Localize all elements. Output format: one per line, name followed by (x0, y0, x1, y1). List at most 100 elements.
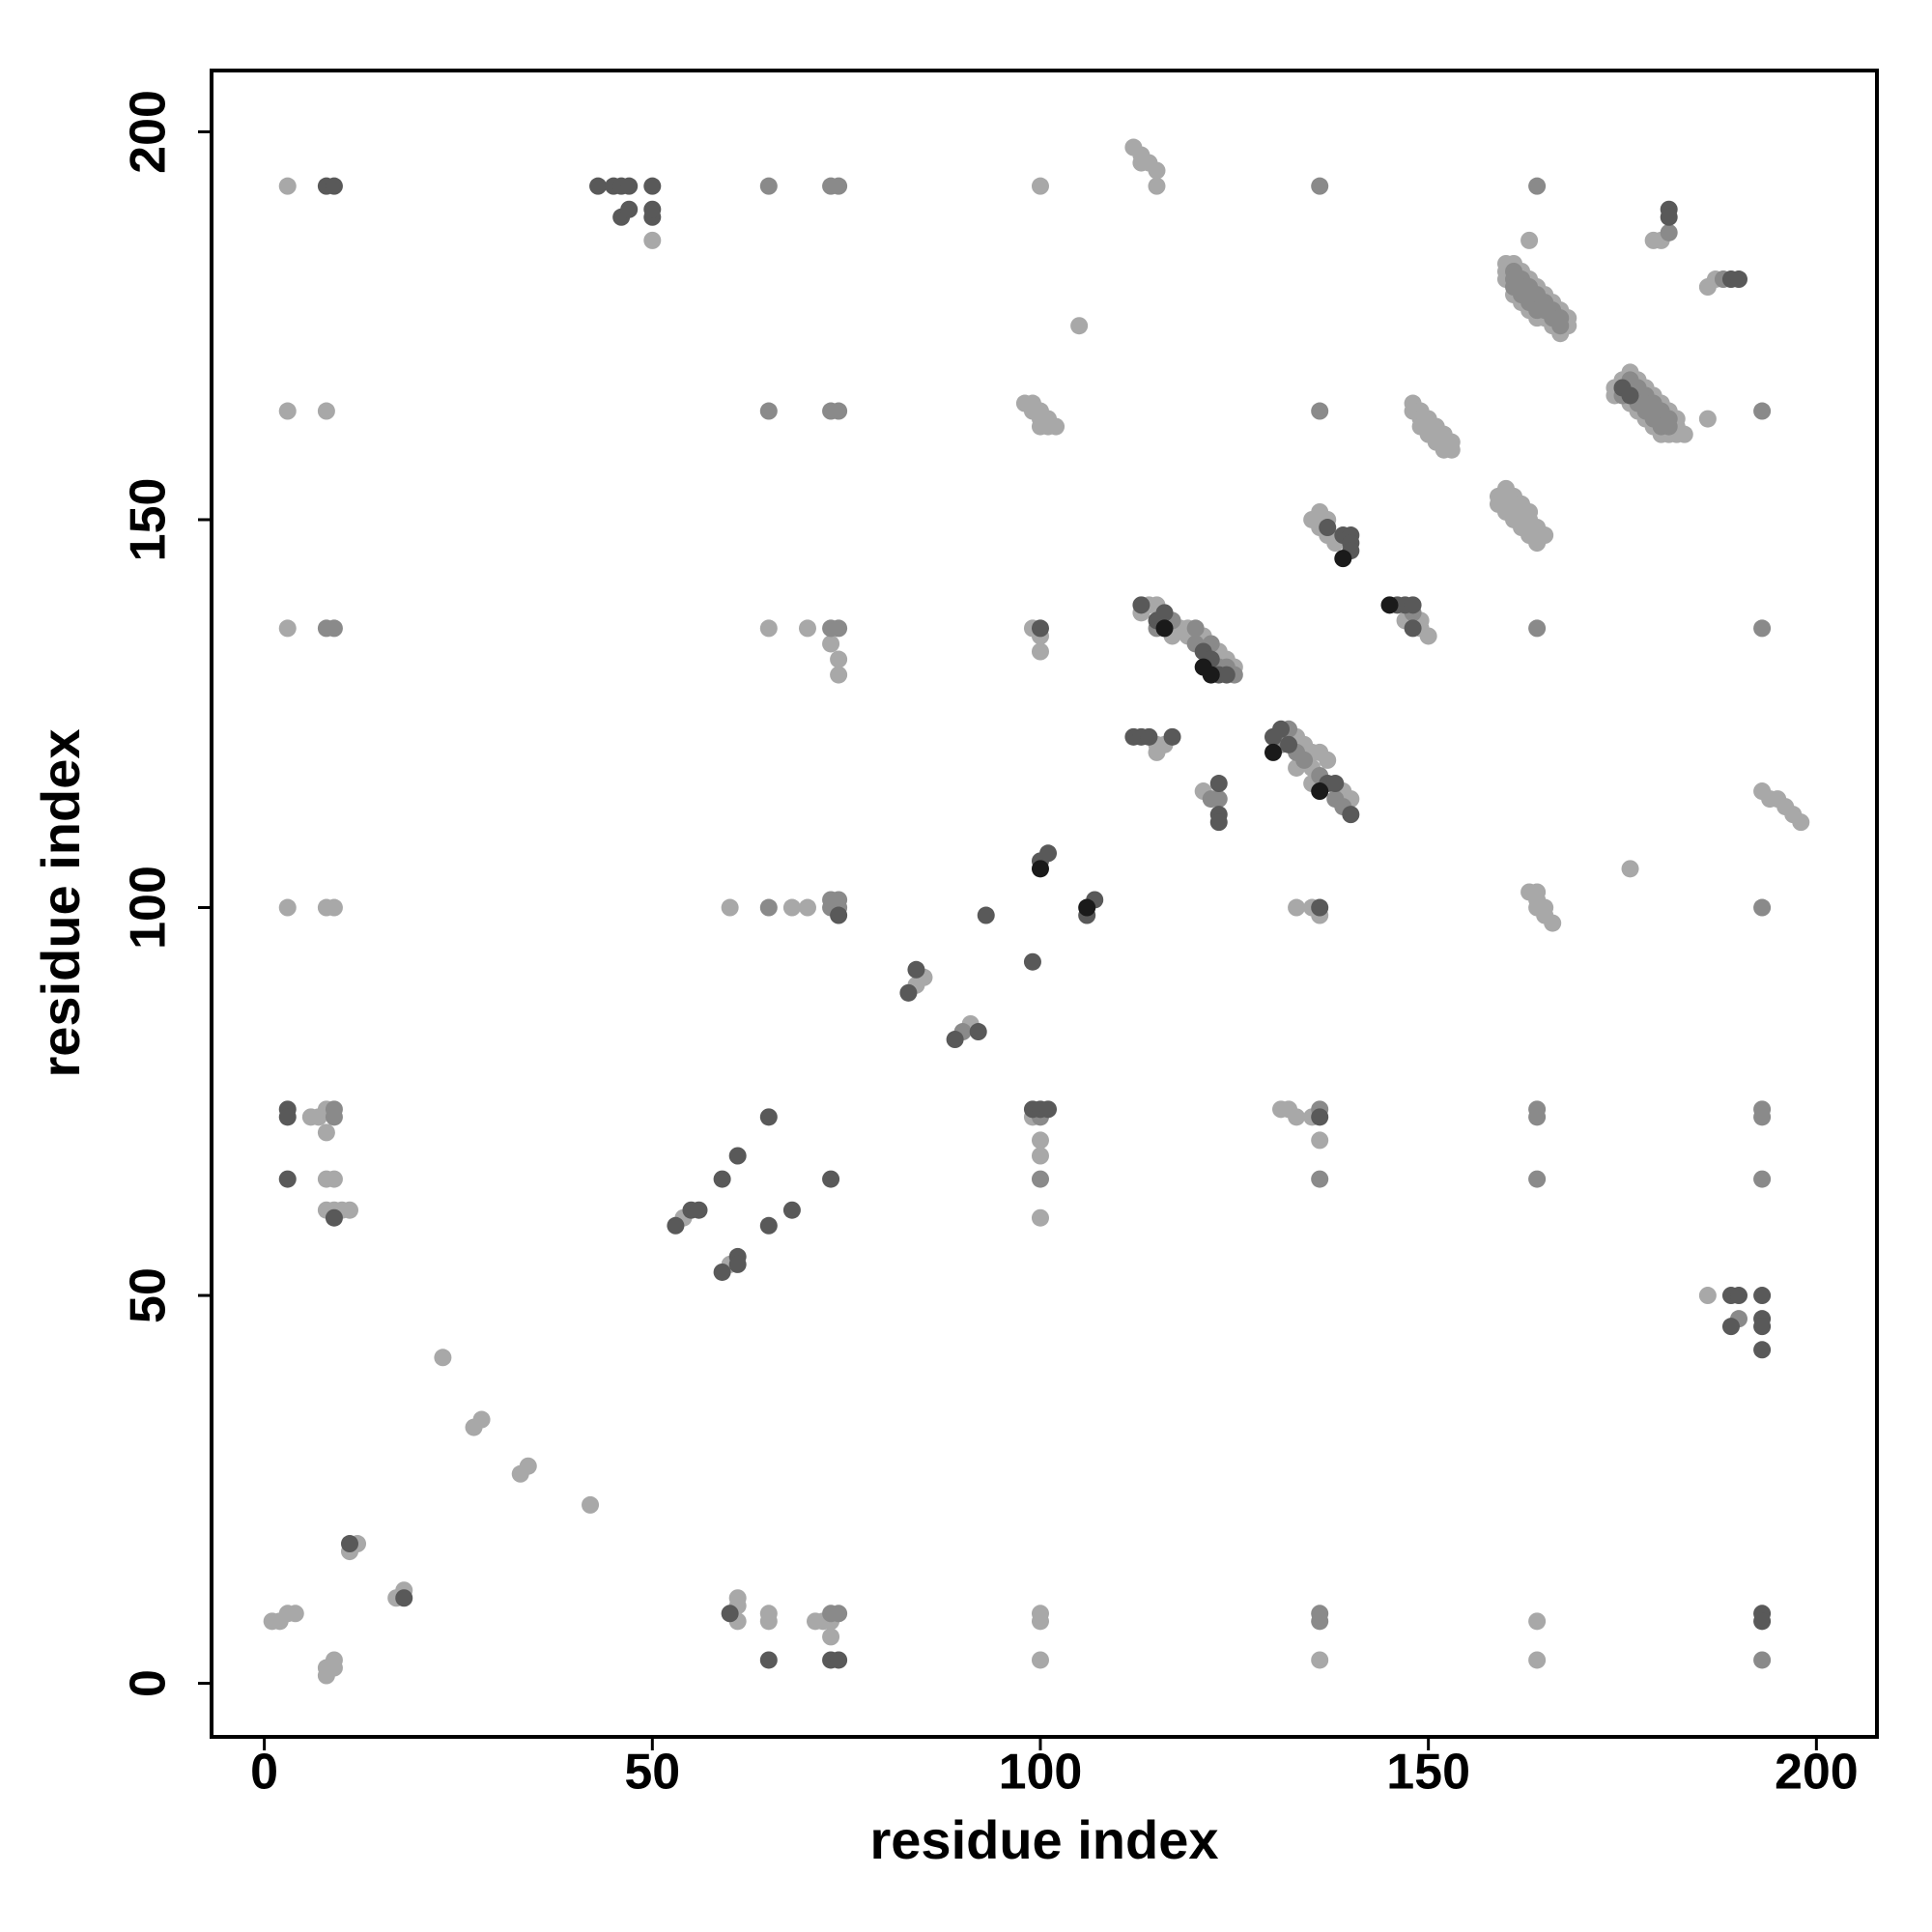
point (759, 402, 778, 420)
point (713, 1263, 731, 1281)
point (1078, 898, 1096, 917)
point (946, 1031, 964, 1049)
point (1721, 1318, 1740, 1336)
point (1311, 782, 1329, 801)
point (1272, 720, 1291, 738)
point (721, 1605, 739, 1623)
point (278, 898, 297, 917)
point (1288, 898, 1306, 917)
points (263, 138, 1810, 1685)
point (1031, 1170, 1049, 1188)
point (395, 1589, 413, 1607)
point (434, 1349, 452, 1367)
point (830, 619, 848, 638)
point (325, 1100, 343, 1119)
point (1342, 806, 1360, 824)
point (519, 1457, 537, 1475)
point (472, 1410, 491, 1429)
point (1730, 270, 1748, 289)
point (822, 891, 840, 909)
x-tick-label: 100 (999, 1745, 1083, 1801)
point (278, 619, 297, 638)
point (1031, 1147, 1049, 1165)
point (1753, 1108, 1772, 1126)
point (1644, 231, 1662, 249)
point (1031, 642, 1049, 661)
point (977, 906, 995, 924)
point (830, 650, 848, 668)
point (728, 1255, 747, 1273)
point (1209, 813, 1228, 832)
point (969, 1023, 987, 1041)
point (1311, 1612, 1329, 1631)
point (1528, 1170, 1547, 1188)
y-tick-label: 150 (121, 478, 177, 562)
point (1753, 402, 1772, 420)
point (1295, 751, 1314, 769)
point (1155, 619, 1174, 638)
point (643, 231, 662, 249)
axes: 0 50 100 150 200 0 50 100 150 200 (121, 69, 1879, 1801)
point (1031, 177, 1049, 195)
point (1520, 231, 1539, 249)
point (1280, 735, 1298, 753)
point (1621, 386, 1639, 405)
point (1528, 1108, 1547, 1126)
point (1031, 1208, 1049, 1227)
point (589, 177, 608, 195)
point (759, 898, 778, 917)
point (620, 177, 639, 195)
point (759, 1651, 778, 1669)
point (1753, 619, 1772, 638)
x-tick-label: 50 (624, 1745, 680, 1801)
point (1031, 417, 1049, 436)
x-tick-label: 150 (1386, 1745, 1470, 1801)
point (325, 619, 343, 638)
y-tick-label: 200 (121, 90, 177, 174)
point (1753, 1318, 1772, 1336)
point (759, 1612, 778, 1631)
point (830, 177, 848, 195)
point (721, 898, 739, 917)
point (1047, 417, 1065, 436)
y-axis-label: residue index (30, 728, 91, 1077)
point (1031, 1131, 1049, 1150)
point (798, 898, 816, 917)
point (1311, 177, 1329, 195)
point (1326, 775, 1345, 793)
point (317, 1123, 335, 1142)
point (822, 1628, 840, 1646)
point (822, 635, 840, 653)
point (759, 619, 778, 638)
point (1753, 898, 1772, 917)
point (1209, 790, 1228, 809)
point (1753, 1341, 1772, 1359)
point (1140, 727, 1158, 746)
point (798, 619, 816, 638)
point (325, 1208, 343, 1227)
point (1031, 1651, 1049, 1669)
point (1698, 1287, 1717, 1305)
point (759, 1108, 778, 1126)
point (759, 1216, 778, 1235)
point (1753, 1170, 1772, 1188)
y-tick-label: 0 (121, 1669, 177, 1697)
point (325, 1170, 343, 1188)
point (1442, 440, 1461, 459)
point (582, 1495, 600, 1514)
point (1023, 952, 1041, 971)
point (907, 960, 925, 979)
y-tick-label: 50 (121, 1267, 177, 1323)
point (1544, 914, 1562, 932)
point (713, 1170, 731, 1188)
point (643, 177, 662, 195)
point (1311, 1108, 1329, 1126)
point (830, 906, 848, 924)
point (822, 1170, 840, 1188)
point (340, 1201, 358, 1219)
point (1528, 177, 1547, 195)
x-tick-label: 0 (250, 1745, 278, 1801)
point (1288, 1108, 1306, 1126)
point (1528, 619, 1547, 638)
